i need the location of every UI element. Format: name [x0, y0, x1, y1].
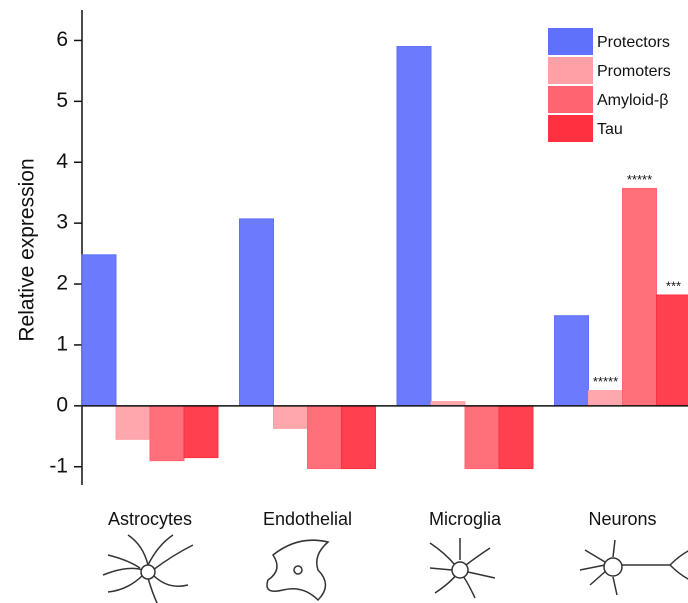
legend-label: Tau [597, 121, 623, 138]
significance-label: ***** [627, 172, 652, 187]
y-tick-label: -1 [49, 454, 68, 477]
y-tick-label: 3 [56, 211, 68, 234]
legend-label: Amyloid-β [597, 92, 668, 109]
x-tick-label: Microglia [429, 509, 502, 529]
bar [342, 406, 376, 469]
legend-swatch [548, 57, 593, 84]
legend-swatch [548, 28, 593, 55]
bar [184, 406, 218, 458]
cell-icons [103, 535, 688, 603]
bar [240, 219, 274, 406]
legend-label: Protectors [597, 34, 670, 51]
bar [465, 406, 499, 469]
x-tick-label: Endothelial [263, 509, 352, 529]
legend-swatch [548, 115, 593, 142]
significance-label: ***** [593, 374, 618, 389]
y-tick-label: 0 [56, 393, 68, 416]
bar [116, 406, 150, 439]
bar [555, 316, 589, 406]
x-tick-label: Neurons [588, 509, 656, 529]
y-tick-label: 5 [56, 89, 68, 112]
y-axis-label: Relative expression [16, 158, 39, 341]
neuron-icon [580, 540, 688, 595]
microglia-icon [430, 538, 495, 598]
bar [397, 47, 431, 406]
bar [82, 255, 116, 406]
y-tick-label: 6 [56, 28, 68, 51]
astrocyte-icon [103, 535, 193, 603]
y-tick-label: 4 [56, 150, 68, 173]
bar [623, 188, 657, 405]
legend-swatch [548, 86, 593, 113]
legend-label: Promoters [597, 63, 671, 80]
bar [150, 406, 184, 461]
y-tick-label: 1 [56, 332, 68, 355]
endothelial-icon [267, 540, 328, 600]
bar [274, 406, 308, 429]
y-tick-label: 2 [56, 272, 68, 295]
significance-label: *** [666, 278, 681, 293]
bar [657, 295, 688, 406]
bar [308, 406, 342, 469]
chart: Relative expression -1 0 1 2 3 4 5 6 Astrocytes E… [0, 0, 688, 603]
x-tick-label: Astrocytes [108, 509, 192, 529]
bar [499, 406, 533, 469]
bar [589, 391, 623, 406]
